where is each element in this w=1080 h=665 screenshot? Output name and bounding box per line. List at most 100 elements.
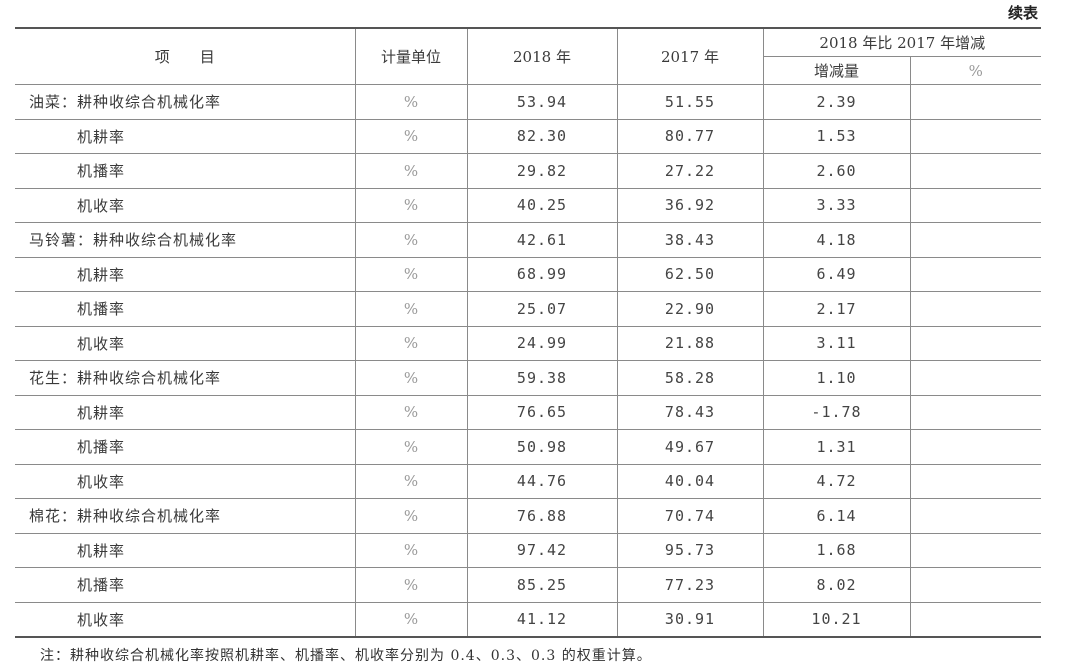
unit-cell: % [354, 394, 468, 430]
value-2018-cell: 42.61 [466, 222, 618, 258]
change-amount-cell: 4.72 [762, 463, 911, 499]
value-2018-cell: 53.94 [466, 84, 618, 120]
item-cell: 机耕率 [15, 532, 356, 568]
value-2018-cell: 76.88 [466, 498, 618, 534]
table-row: 机收率% 44.76 40.04 4.72 [15, 463, 1041, 499]
change-pct-cell [909, 84, 1041, 120]
table-row: 机收率% 41.12 30.91 10.21 [15, 601, 1041, 638]
change-amount-cell: 1.53 [762, 118, 911, 154]
value-2017-cell: 80.77 [616, 118, 764, 154]
value-2017-cell: 49.67 [616, 429, 764, 465]
table-row: 机播率% 29.82 27.22 2.60 [15, 153, 1041, 189]
item-cell: 机收率 [15, 463, 356, 499]
value-2017-cell: 70.74 [616, 498, 764, 534]
table-row: 机播率% 85.25 77.23 8.02 [15, 567, 1041, 603]
change-pct-cell [909, 532, 1041, 568]
item-cell: 机收率 [15, 601, 356, 638]
change-amount-cell: 4.18 [762, 222, 911, 258]
header-unit: 计量单位 [354, 27, 468, 85]
value-2018-cell: 85.25 [466, 567, 618, 603]
table-row: 油菜：耕种收综合机械化率% 53.94 51.55 2.39 [15, 84, 1041, 120]
change-amount-cell: 1.68 [762, 532, 911, 568]
change-pct-cell [909, 601, 1041, 638]
change-pct-cell [909, 118, 1041, 154]
value-2018-cell: 41.12 [466, 601, 618, 638]
change-pct-cell [909, 429, 1041, 465]
change-amount-cell: 2.60 [762, 153, 911, 189]
header-change: 2018 年比 2017 年增减 [762, 27, 1041, 57]
value-2018-cell: 40.25 [466, 187, 618, 223]
item-cell: 机播率 [15, 567, 356, 603]
change-amount-cell: -1.78 [762, 394, 911, 430]
unit-cell: % [354, 222, 468, 258]
header-2018: 2018 年 [466, 27, 618, 85]
table-row: 机播率% 50.98 49.67 1.31 [15, 429, 1041, 465]
change-amount-cell: 2.39 [762, 84, 911, 120]
header-subrow: 增减量 % [15, 56, 1041, 85]
value-2017-cell: 95.73 [616, 532, 764, 568]
value-2018-cell: 29.82 [466, 153, 618, 189]
item-cell: 机播率 [15, 153, 356, 189]
value-2017-cell: 21.88 [616, 325, 764, 361]
change-amount-cell: 6.14 [762, 498, 911, 534]
change-pct-cell [909, 256, 1041, 292]
header-2017: 2017 年 [616, 27, 764, 85]
unit-cell: % [354, 360, 468, 396]
value-2018-cell: 97.42 [466, 532, 618, 568]
item-cell: 机播率 [15, 291, 356, 327]
table-row: 棉花：耕种收综合机械化率% 76.88 70.74 6.14 [15, 498, 1041, 534]
value-2017-cell: 22.90 [616, 291, 764, 327]
unit-cell: % [354, 187, 468, 223]
value-2018-cell: 25.07 [466, 291, 618, 327]
value-2018-cell: 68.99 [466, 256, 618, 292]
change-pct-cell [909, 325, 1041, 361]
change-amount-cell: 2.17 [762, 291, 911, 327]
item-cell: 棉花：耕种收综合机械化率 [15, 498, 356, 534]
item-cell: 机耕率 [15, 394, 356, 430]
unit-cell: % [354, 532, 468, 568]
value-2017-cell: 27.22 [616, 153, 764, 189]
footnote: 注：耕种收综合机械化率按照机耕率、机播率、机收率分别为 0.4、0.3、0.3 … [40, 648, 652, 664]
item-cell: 机收率 [15, 187, 356, 223]
value-2018-cell: 82.30 [466, 118, 618, 154]
change-pct-cell [909, 187, 1041, 223]
table-row: 机播率% 25.07 22.90 2.17 [15, 291, 1041, 327]
header-change-pct: % [909, 56, 1041, 85]
change-pct-cell [909, 291, 1041, 327]
unit-cell: % [354, 256, 468, 292]
continued-label: 续表 [1007, 4, 1038, 22]
table-row: 机耕率% 68.99 62.50 6.49 [15, 256, 1041, 292]
change-amount-cell: 3.33 [762, 187, 911, 223]
unit-cell: % [354, 325, 468, 361]
item-cell: 油菜：耕种收综合机械化率 [15, 84, 356, 120]
item-cell: 马铃薯：耕种收综合机械化率 [15, 222, 356, 258]
change-pct-cell [909, 360, 1041, 396]
header-row: 项 目 计量单位 2018 年 2017 年 2018 年比 2017 年增减 [15, 27, 1041, 85]
change-pct-cell [909, 463, 1041, 499]
value-2017-cell: 51.55 [616, 84, 764, 120]
unit-cell: % [354, 567, 468, 603]
unit-cell: % [354, 601, 468, 638]
item-cell: 机播率 [15, 429, 356, 465]
table-row: 机收率% 24.99 21.88 3.11 [15, 325, 1041, 361]
value-2018-cell: 50.98 [466, 429, 618, 465]
value-2017-cell: 77.23 [616, 567, 764, 603]
change-amount-cell: 6.49 [762, 256, 911, 292]
change-amount-cell: 1.31 [762, 429, 911, 465]
change-amount-cell: 8.02 [762, 567, 911, 603]
item-cell: 机耕率 [15, 256, 356, 292]
value-2018-cell: 44.76 [466, 463, 618, 499]
table-body: 油菜：耕种收综合机械化率% 53.94 51.55 2.39 机耕率% 82.30 80.7… [15, 84, 1041, 638]
item-cell: 机收率 [15, 325, 356, 361]
value-2018-cell: 76.65 [466, 394, 618, 430]
value-2017-cell: 36.92 [616, 187, 764, 223]
change-amount-cell: 3.11 [762, 325, 911, 361]
unit-cell: % [354, 153, 468, 189]
value-2017-cell: 78.43 [616, 394, 764, 430]
change-pct-cell [909, 153, 1041, 189]
table-row: 机耕率% 76.65 78.43 -1.78 [15, 394, 1041, 430]
value-2018-cell: 24.99 [466, 325, 618, 361]
change-amount-cell: 1.10 [762, 360, 911, 396]
table-row: 马铃薯：耕种收综合机械化率% 42.61 38.43 4.18 [15, 222, 1041, 258]
header-item: 项 目 [15, 27, 356, 85]
